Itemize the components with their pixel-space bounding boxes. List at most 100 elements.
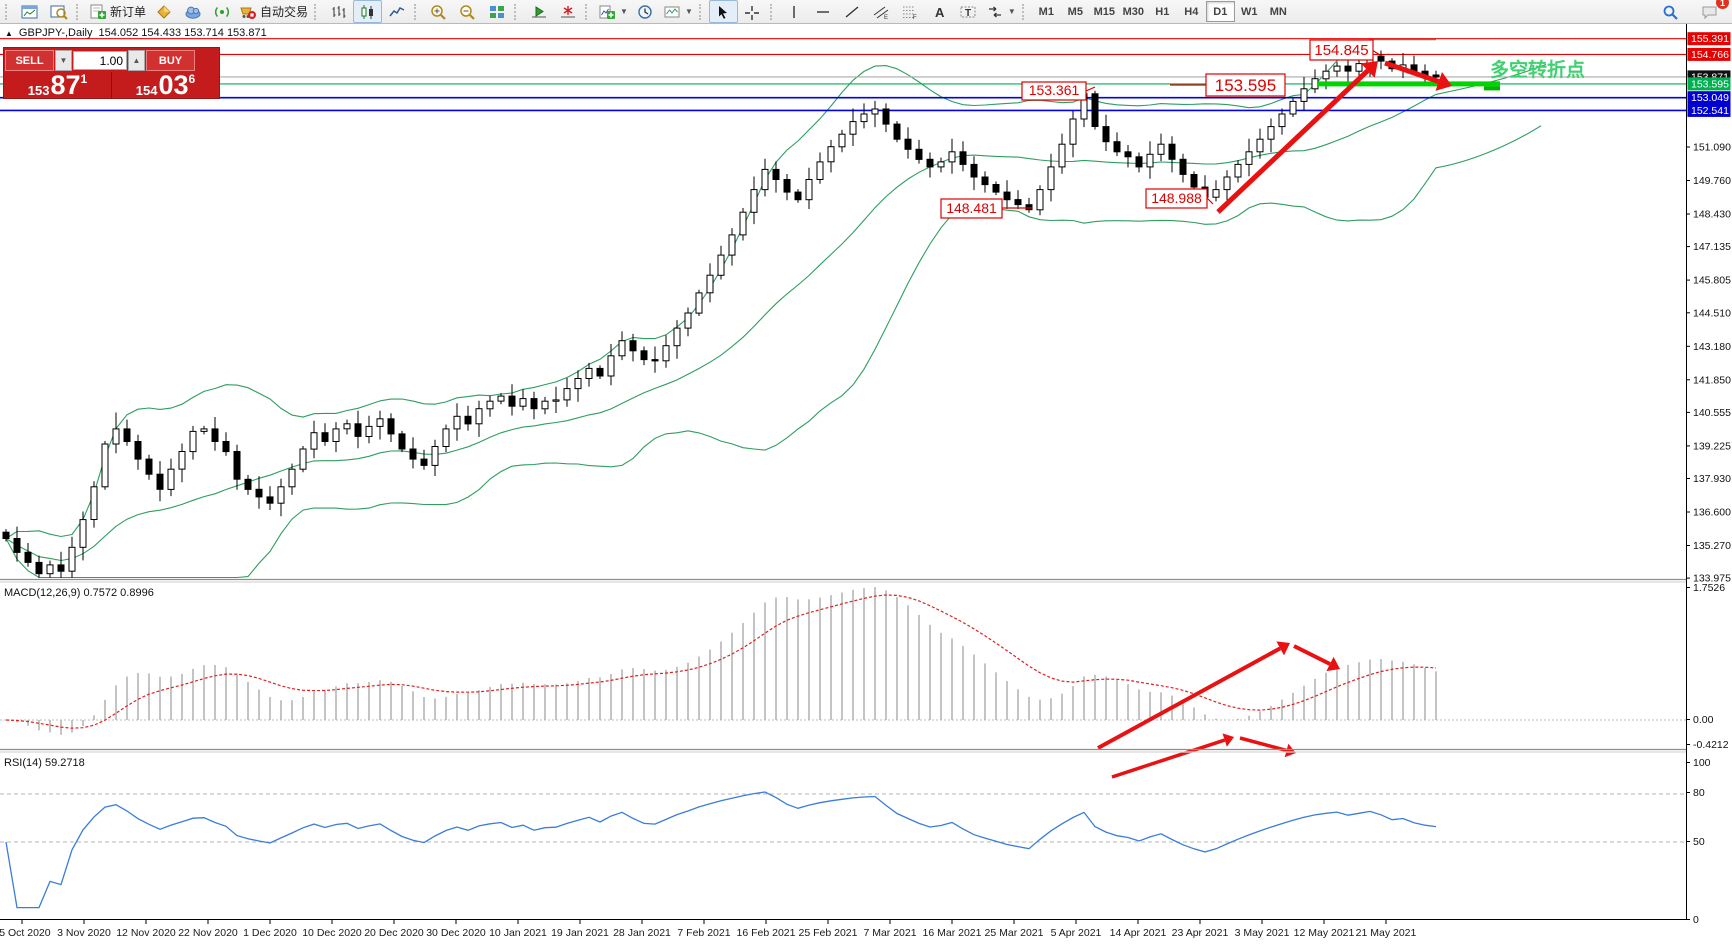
candle-body [145,458,153,475]
price-annotation[interactable]: 153.595 [1205,73,1286,97]
candle-body [1014,199,1022,206]
candle-body [255,488,263,498]
timeframe-h1-button[interactable]: H1 [1155,5,1170,18]
macd-signal-line [5,594,1437,729]
trend-arrows[interactable] [1216,60,1452,214]
cursor-icon[interactable] [708,0,738,23]
auto-scroll-icon[interactable] [524,0,553,23]
candle-body [640,350,648,361]
candle-body [1025,204,1033,211]
horizontal-line-icon[interactable] [809,0,838,23]
notifications-icon[interactable]: 1 [1695,0,1729,23]
candle-body [431,446,439,466]
sell-price-sup: 1 [80,72,88,86]
timeframe-m1-button[interactable]: M1 [1038,5,1054,18]
timeframe-h4-button[interactable]: H4 [1184,5,1199,18]
chart-shift-icon[interactable] [553,0,582,23]
candle-body [354,423,362,437]
crosshair-icon[interactable] [738,0,767,23]
candle-body [684,312,692,329]
timeframe-m5-button[interactable]: M5 [1067,5,1083,18]
community-icon[interactable] [178,0,207,23]
price-tick-label: 139.225 [1693,440,1731,452]
profiles-icon[interactable] [44,0,73,23]
candle-body [805,179,813,201]
date-tick-label: 28 Jan 2021 [613,927,671,939]
fibonacci-icon[interactable]: F [896,0,925,23]
line-chart-icon[interactable] [382,0,411,23]
svg-text:153.595: 153.595 [1691,78,1729,90]
candle-body [794,191,802,201]
toolbar-group-separator [76,3,82,20]
toolbar-group-separator [698,3,705,20]
timeframe-mn-button[interactable]: MN [1269,5,1287,18]
rsi-arrows[interactable] [1111,733,1296,779]
candle-body [1256,138,1264,153]
timeframe-m15-button[interactable]: M15 [1093,5,1115,18]
collapse-arrow-icon[interactable]: ▲ [5,28,13,38]
candle-body [673,327,681,347]
timeframe-w1-button[interactable]: W1 [1241,5,1258,18]
volume-decrease-button[interactable]: ▼ [55,50,72,71]
trendline-icon[interactable] [838,0,867,23]
zoom-in-icon[interactable] [424,0,453,23]
candle-body [772,168,780,180]
signals-icon[interactable] [207,0,236,23]
autotrading-button[interactable]: 自动交易 [236,0,311,23]
candle-body [695,292,703,314]
metaeditor-icon[interactable] [149,0,178,23]
price-annotation[interactable]: 148.988 [1145,188,1208,209]
candle-body [739,211,747,236]
periods-icon[interactable] [631,0,660,23]
new-chart-icon[interactable] [15,0,44,23]
date-tick-label: 5 Apr 2021 [1051,927,1102,939]
svg-text:152.541: 152.541 [1691,105,1729,117]
price-annotation[interactable]: 148.481 [940,198,1003,219]
channel-icon[interactable]: E [867,0,896,23]
buy-price-sup: 6 [188,72,196,86]
chinese-note-label[interactable]: 多空转折点 [1490,58,1585,81]
price-scale[interactable]: 151.090 149.760 148.430 147.135 145.805 144.5… [1686,24,1732,944]
macd-scale-label: 0.00 [1693,714,1714,726]
volume-input[interactable] [73,51,127,70]
buy-button[interactable]: BUY [146,50,195,71]
text-label-icon[interactable]: T [954,0,983,23]
timeframe-m30-button[interactable]: M30 [1122,5,1144,18]
candle-body [882,108,890,125]
date-tick-label: 25 Feb 2021 [799,927,858,939]
text-icon[interactable]: A [925,0,954,23]
arrows-icon[interactable]: ▼ [983,0,1019,23]
chart-canvas[interactable]: 154.845 153.595 153.361 148.988 148.481 多空转折点… [0,24,1732,944]
macd-arrows[interactable] [1097,641,1340,750]
sell-price[interactable]: 153 87 1 [4,72,112,99]
price-annotation[interactable]: 154.845 [1309,39,1374,61]
symbol-period-label: GBPJPY-,Daily [18,27,93,39]
candle-body [497,395,505,402]
svg-text:154.766: 154.766 [1691,49,1729,61]
candle-body [35,561,43,575]
zoom-out-icon[interactable] [453,0,482,23]
price-tick-label: 151.090 [1693,142,1731,154]
timeframe-d1-button[interactable]: D1 [1205,1,1235,22]
search-icon[interactable] [1656,0,1685,23]
vertical-line-icon[interactable] [780,0,809,23]
notification-badge: 1 [1716,0,1729,9]
price-annotation[interactable]: 153.361 [1021,81,1087,101]
candle-body [1300,88,1308,102]
candle-body [849,121,857,135]
candlestick-chart-icon[interactable] [353,0,383,23]
price-annotations[interactable]: 154.845 153.595 153.361 148.988 148.481 多空转折点 [940,39,1585,219]
support-line-segment[interactable] [1317,81,1500,91]
candlestick-series [2,50,1440,578]
date-tick-label: 1 Dec 2020 [243,927,297,939]
tile-windows-icon[interactable] [482,0,511,23]
templates-icon[interactable]: ▼ [660,0,696,23]
sell-button[interactable]: SELL [5,50,54,71]
indicators-icon[interactable]: ▼ [595,0,631,23]
candle-body [1069,118,1077,145]
bar-chart-icon[interactable] [324,0,353,23]
buy-price[interactable]: 154 03 6 [112,72,219,99]
new-order-button[interactable]: 新订单 [86,0,149,23]
volume-increase-button[interactable]: ▲ [128,50,145,71]
